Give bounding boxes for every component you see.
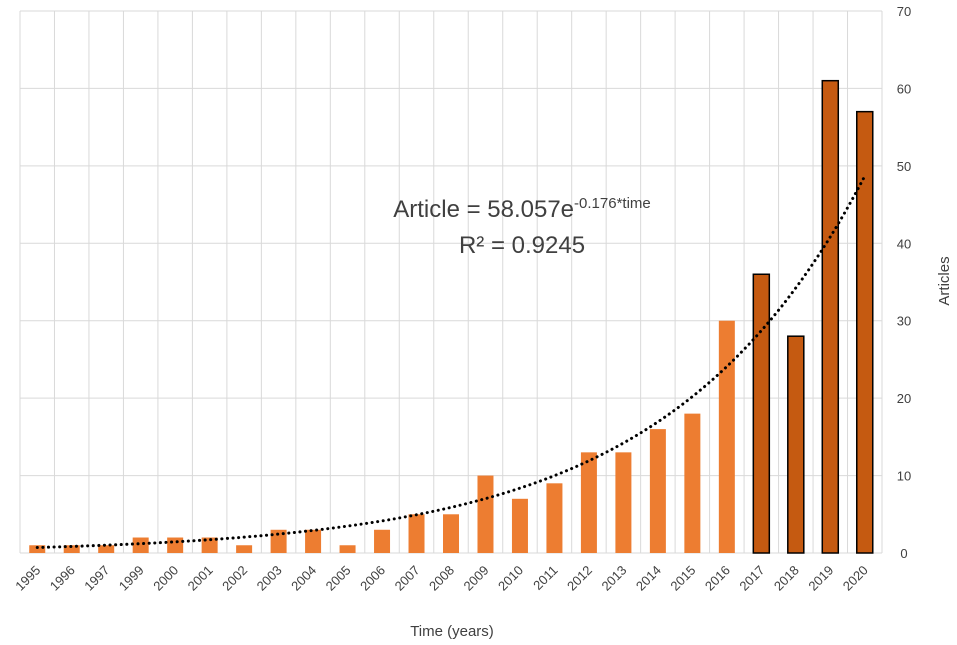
- bar-1995: [29, 545, 46, 553]
- bar-2009: [477, 475, 494, 553]
- x-tick-label: 2000: [150, 563, 181, 594]
- x-tick-label: 2007: [392, 563, 423, 594]
- x-tick-label: 1999: [116, 563, 147, 594]
- x-tick-label: 2001: [185, 563, 216, 594]
- bar-2000: [167, 537, 184, 553]
- y-tick-label: 50: [897, 159, 911, 174]
- bar-2012: [580, 452, 597, 553]
- y-tick-label: 20: [897, 391, 911, 406]
- bar-2010: [511, 498, 528, 553]
- bar-2014: [649, 429, 666, 553]
- bar-2016: [718, 320, 735, 553]
- x-tick-label: 2005: [323, 563, 354, 594]
- bar-2020: [856, 110, 874, 554]
- x-tick-label: 2013: [598, 563, 629, 594]
- bar-2007: [408, 514, 425, 553]
- bar-2013: [615, 452, 632, 553]
- bar-2011: [546, 483, 563, 553]
- bar-1997: [98, 545, 115, 553]
- x-tick-label: 2011: [530, 563, 560, 593]
- bar-2017: [752, 273, 771, 554]
- x-tick-label: 2018: [771, 563, 802, 594]
- trendline-r-squared: R² = 0.9245: [459, 232, 585, 259]
- x-tick-label: 2006: [357, 563, 388, 594]
- bar-2005: [339, 545, 356, 553]
- bar-layer: [29, 79, 874, 554]
- grid-layer: [19, 10, 883, 554]
- x-tick-label: 2015: [667, 563, 698, 594]
- x-tick-label: 2012: [564, 563, 595, 594]
- trendline: [35, 174, 867, 549]
- x-tick-label: 2017: [736, 563, 767, 594]
- bar-2002: [236, 545, 253, 553]
- bar-2019: [821, 79, 840, 554]
- y-tick-label: 70: [897, 4, 911, 19]
- bar-2018: [787, 335, 805, 554]
- x-tick-label: 2016: [702, 563, 733, 594]
- x-tick-label: 1997: [81, 563, 112, 594]
- bar-1999: [132, 537, 149, 553]
- bar-2006: [374, 529, 391, 553]
- x-tick-label: 2010: [495, 563, 526, 594]
- x-tick-label: 2004: [288, 563, 319, 594]
- x-tick-label: 2003: [254, 563, 285, 594]
- x-tick-label: 2009: [461, 563, 492, 594]
- bar-1996: [63, 545, 80, 553]
- bar-2008: [443, 514, 459, 553]
- x-tick-label: 2008: [426, 563, 457, 594]
- y-tick-label: 60: [897, 81, 911, 96]
- bar-2015: [684, 413, 701, 553]
- y-axis-title: Articles: [936, 256, 953, 305]
- bar-2004: [305, 529, 322, 553]
- y-tick-label: 0: [900, 546, 907, 561]
- x-tick-label: 1996: [47, 563, 78, 594]
- bar-2003: [270, 529, 287, 553]
- y-tick-label: 10: [897, 469, 911, 484]
- y-tick-label: 40: [897, 236, 911, 251]
- x-axis-title: Time (years): [410, 623, 494, 640]
- trend-layer: [35, 174, 867, 549]
- y-tick-label: 30: [897, 314, 911, 329]
- x-tick-label: 2019: [805, 563, 836, 594]
- trendline-equation-exponent: -0.176*time: [574, 195, 651, 212]
- trendline-equation: Article = 58.057e-0.176*time: [393, 195, 651, 223]
- x-tick-label: 2020: [840, 563, 871, 594]
- x-tick-label: 2002: [219, 563, 250, 594]
- x-tick-label: 2014: [633, 563, 664, 594]
- trendline-equation-base: Article = 58.057e: [393, 196, 574, 223]
- x-tick-label: 1995: [12, 563, 43, 594]
